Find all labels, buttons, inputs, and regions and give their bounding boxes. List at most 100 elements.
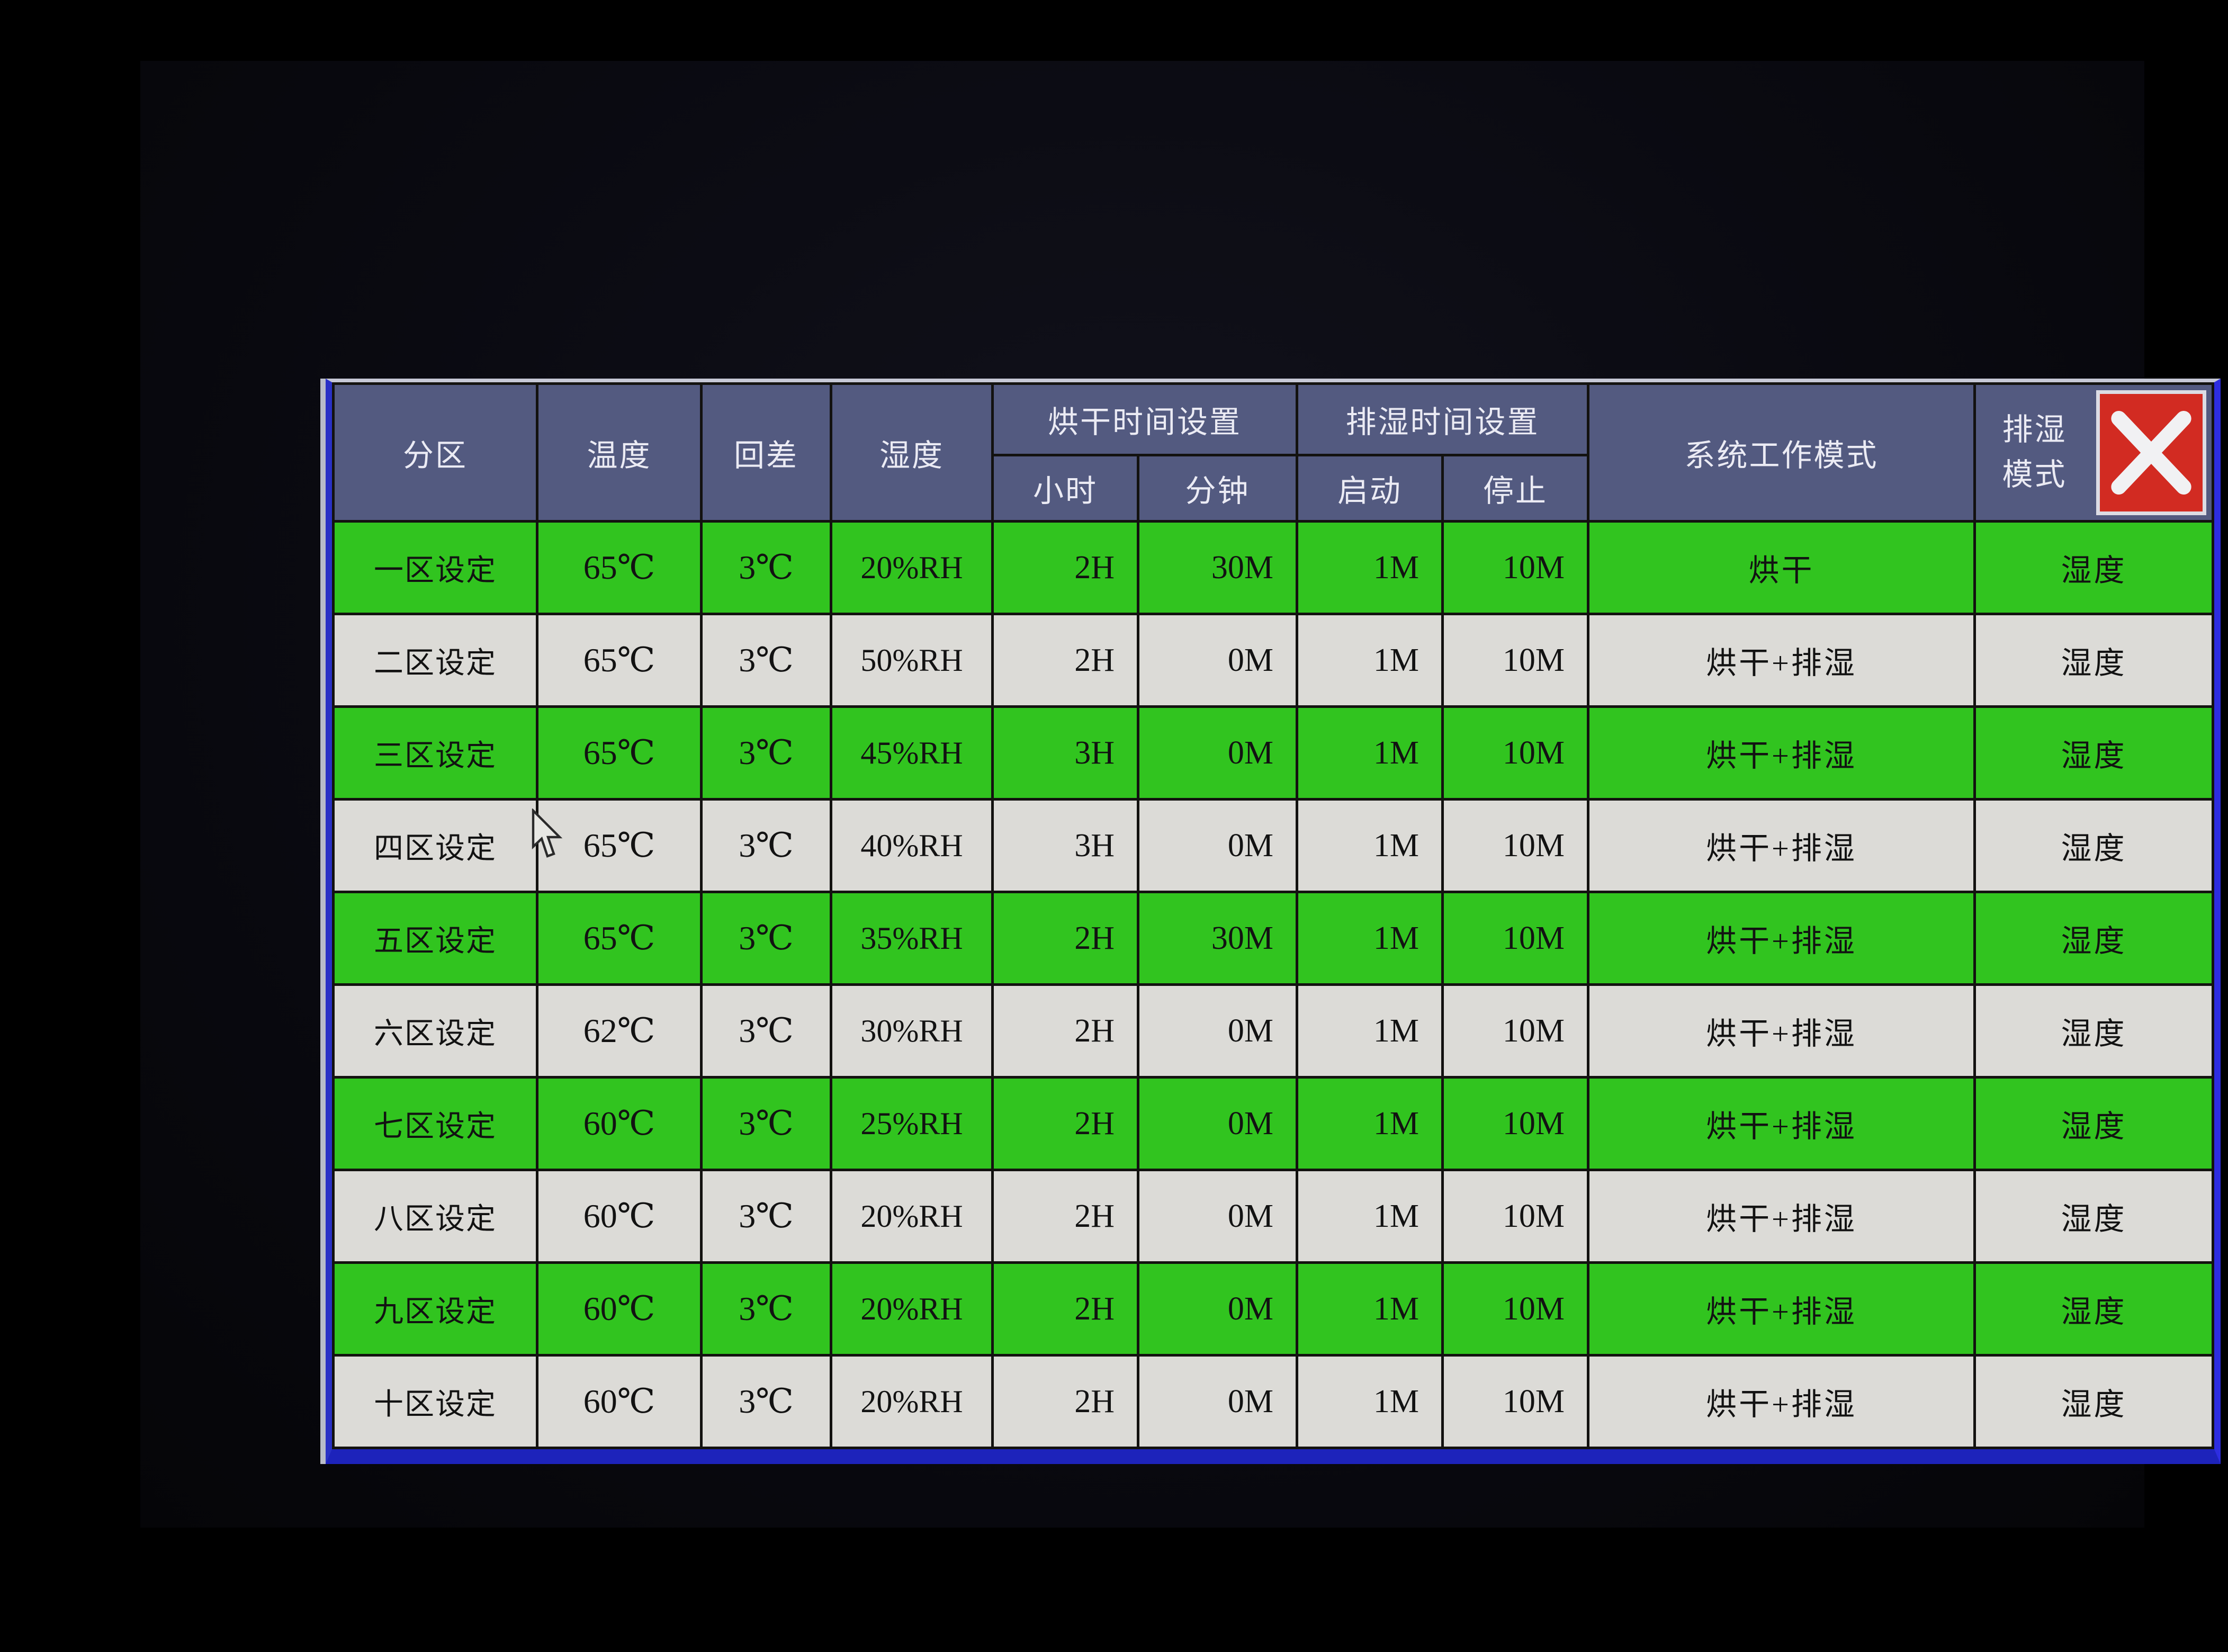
cell-dry-minutes[interactable]: 0M: [1136, 1169, 1299, 1264]
cell-temperature[interactable]: 65℃: [536, 705, 703, 801]
close-button[interactable]: [2096, 390, 2207, 515]
cell-dehumid-start[interactable]: 1M: [1296, 705, 1444, 801]
cell-humidity[interactable]: 40%RH: [830, 798, 994, 893]
cell-temperature[interactable]: 60℃: [536, 1354, 703, 1449]
cell-dry-minutes[interactable]: 0M: [1136, 705, 1299, 801]
cell-dry-minutes[interactable]: 0M: [1136, 613, 1299, 708]
cell-dehumid-stop[interactable]: 10M: [1441, 1261, 1590, 1357]
cell-dehumid-stop[interactable]: 10M: [1441, 1354, 1590, 1449]
cell-hysteresis[interactable]: 3℃: [700, 983, 832, 1079]
header-dehumid-mode-line2: 模式: [2002, 457, 2067, 492]
cell-zone: 二区设定: [332, 613, 538, 708]
cell-dehumid-start[interactable]: 1M: [1296, 1076, 1444, 1171]
cell-dry-hours[interactable]: 2H: [991, 1261, 1139, 1357]
cell-system-mode[interactable]: 烘干: [1587, 520, 1977, 615]
cell-dehumid-start[interactable]: 1M: [1296, 983, 1444, 1079]
cell-humidity[interactable]: 20%RH: [830, 1354, 994, 1449]
cell-dehumid-stop[interactable]: 10M: [1441, 705, 1590, 801]
cell-dehumid-stop[interactable]: 10M: [1441, 1076, 1590, 1171]
cell-dry-minutes[interactable]: 0M: [1136, 983, 1299, 1079]
header-system-mode: 系统工作模式: [1587, 382, 1977, 523]
cell-hysteresis[interactable]: 3℃: [700, 1261, 832, 1357]
cell-dehumid-stop[interactable]: 10M: [1441, 983, 1590, 1079]
cell-humidity[interactable]: 30%RH: [830, 983, 994, 1079]
cell-dehumid-stop[interactable]: 10M: [1441, 798, 1590, 893]
table-body: 一区设定 65℃ 3℃ 20%RH 2H 30M 1M 10M 烘干 湿度 二区…: [332, 520, 2215, 1449]
cell-dry-hours[interactable]: 3H: [991, 798, 1139, 893]
cell-temperature[interactable]: 65℃: [536, 520, 703, 615]
cell-humidity[interactable]: 20%RH: [830, 1169, 994, 1264]
cell-dry-minutes[interactable]: 0M: [1136, 798, 1299, 893]
cell-dehumid-start[interactable]: 1M: [1296, 798, 1444, 893]
cell-system-mode[interactable]: 烘干+排湿: [1587, 1169, 1977, 1264]
table-row: 十区设定 60℃ 3℃ 20%RH 2H 0M 1M 10M 烘干+排湿 湿度: [332, 1354, 2215, 1449]
cell-system-mode[interactable]: 烘干+排湿: [1587, 891, 1977, 986]
cell-hysteresis[interactable]: 3℃: [700, 891, 832, 986]
cell-hysteresis[interactable]: 3℃: [700, 1076, 832, 1171]
cell-dehumid-stop[interactable]: 10M: [1441, 613, 1590, 708]
cell-hysteresis[interactable]: 3℃: [700, 1169, 832, 1264]
cell-dehumid-mode[interactable]: 湿度: [1973, 1076, 2215, 1171]
cell-dehumid-mode[interactable]: 湿度: [1973, 983, 2215, 1079]
cell-dehumid-mode[interactable]: 湿度: [1973, 705, 2215, 801]
cell-system-mode[interactable]: 烘干+排湿: [1587, 798, 1977, 893]
cell-temperature[interactable]: 60℃: [536, 1076, 703, 1171]
cell-system-mode[interactable]: 烘干+排湿: [1587, 705, 1977, 801]
cell-zone: 八区设定: [332, 1169, 538, 1264]
cell-dry-hours[interactable]: 2H: [991, 891, 1139, 986]
table-row: 八区设定 60℃ 3℃ 20%RH 2H 0M 1M 10M 烘干+排湿 湿度: [332, 1169, 2215, 1264]
cell-system-mode[interactable]: 烘干+排湿: [1587, 983, 1977, 1079]
cell-dry-hours[interactable]: 2H: [991, 983, 1139, 1079]
cell-dry-hours[interactable]: 2H: [991, 1076, 1139, 1171]
cell-dry-hours[interactable]: 2H: [991, 613, 1139, 708]
cell-hysteresis[interactable]: 3℃: [700, 705, 832, 801]
cell-temperature[interactable]: 62℃: [536, 983, 703, 1079]
cell-system-mode[interactable]: 烘干+排湿: [1587, 1354, 1977, 1449]
cell-dehumid-mode[interactable]: 湿度: [1973, 1169, 2215, 1264]
cell-dry-hours[interactable]: 2H: [991, 1169, 1139, 1264]
cell-hysteresis[interactable]: 3℃: [700, 798, 832, 893]
cell-temperature[interactable]: 65℃: [536, 798, 703, 893]
cell-humidity[interactable]: 20%RH: [830, 1261, 994, 1357]
cell-dehumid-start[interactable]: 1M: [1296, 891, 1444, 986]
cell-dry-minutes[interactable]: 0M: [1136, 1261, 1299, 1357]
cell-humidity[interactable]: 20%RH: [830, 520, 994, 615]
cell-dehumid-mode[interactable]: 湿度: [1973, 1354, 2215, 1449]
cell-system-mode[interactable]: 烘干+排湿: [1587, 1261, 1977, 1357]
cell-humidity[interactable]: 35%RH: [830, 891, 994, 986]
cell-dehumid-stop[interactable]: 10M: [1441, 891, 1590, 986]
cell-hysteresis[interactable]: 3℃: [700, 1354, 832, 1449]
cell-dry-hours[interactable]: 2H: [991, 520, 1139, 615]
cell-dehumid-stop[interactable]: 10M: [1441, 520, 1590, 615]
cell-dry-hours[interactable]: 2H: [991, 1354, 1139, 1449]
cell-system-mode[interactable]: 烘干+排湿: [1587, 1076, 1977, 1171]
cell-dehumid-start[interactable]: 1M: [1296, 1354, 1444, 1449]
cell-dehumid-mode[interactable]: 湿度: [1973, 1261, 2215, 1357]
header-zone: 分区: [332, 382, 538, 523]
cell-system-mode[interactable]: 烘干+排湿: [1587, 613, 1977, 708]
cell-temperature[interactable]: 60℃: [536, 1261, 703, 1357]
cell-hysteresis[interactable]: 3℃: [700, 520, 832, 615]
cell-humidity[interactable]: 50%RH: [830, 613, 994, 708]
cell-dry-minutes[interactable]: 30M: [1136, 891, 1299, 986]
cell-dehumid-start[interactable]: 1M: [1296, 520, 1444, 615]
cell-dehumid-mode[interactable]: 湿度: [1973, 613, 2215, 708]
cell-dry-minutes[interactable]: 30M: [1136, 520, 1299, 615]
cell-dehumid-start[interactable]: 1M: [1296, 1169, 1444, 1264]
cell-dehumid-stop[interactable]: 10M: [1441, 1169, 1590, 1264]
cell-dehumid-mode[interactable]: 湿度: [1973, 520, 2215, 615]
cell-temperature[interactable]: 65℃: [536, 613, 703, 708]
cell-dehumid-start[interactable]: 1M: [1296, 1261, 1444, 1357]
cell-humidity[interactable]: 45%RH: [830, 705, 994, 801]
cell-dry-minutes[interactable]: 0M: [1136, 1354, 1299, 1449]
cell-dry-minutes[interactable]: 0M: [1136, 1076, 1299, 1171]
cell-hysteresis[interactable]: 3℃: [700, 613, 832, 708]
cell-dry-hours[interactable]: 3H: [991, 705, 1139, 801]
cell-dehumid-mode[interactable]: 湿度: [1973, 798, 2215, 893]
cell-dehumid-mode[interactable]: 湿度: [1973, 891, 2215, 986]
header-dry-time-group: 烘干时间设置: [991, 382, 1299, 456]
cell-temperature[interactable]: 65℃: [536, 891, 703, 986]
cell-humidity[interactable]: 25%RH: [830, 1076, 994, 1171]
cell-dehumid-start[interactable]: 1M: [1296, 613, 1444, 708]
cell-temperature[interactable]: 60℃: [536, 1169, 703, 1264]
